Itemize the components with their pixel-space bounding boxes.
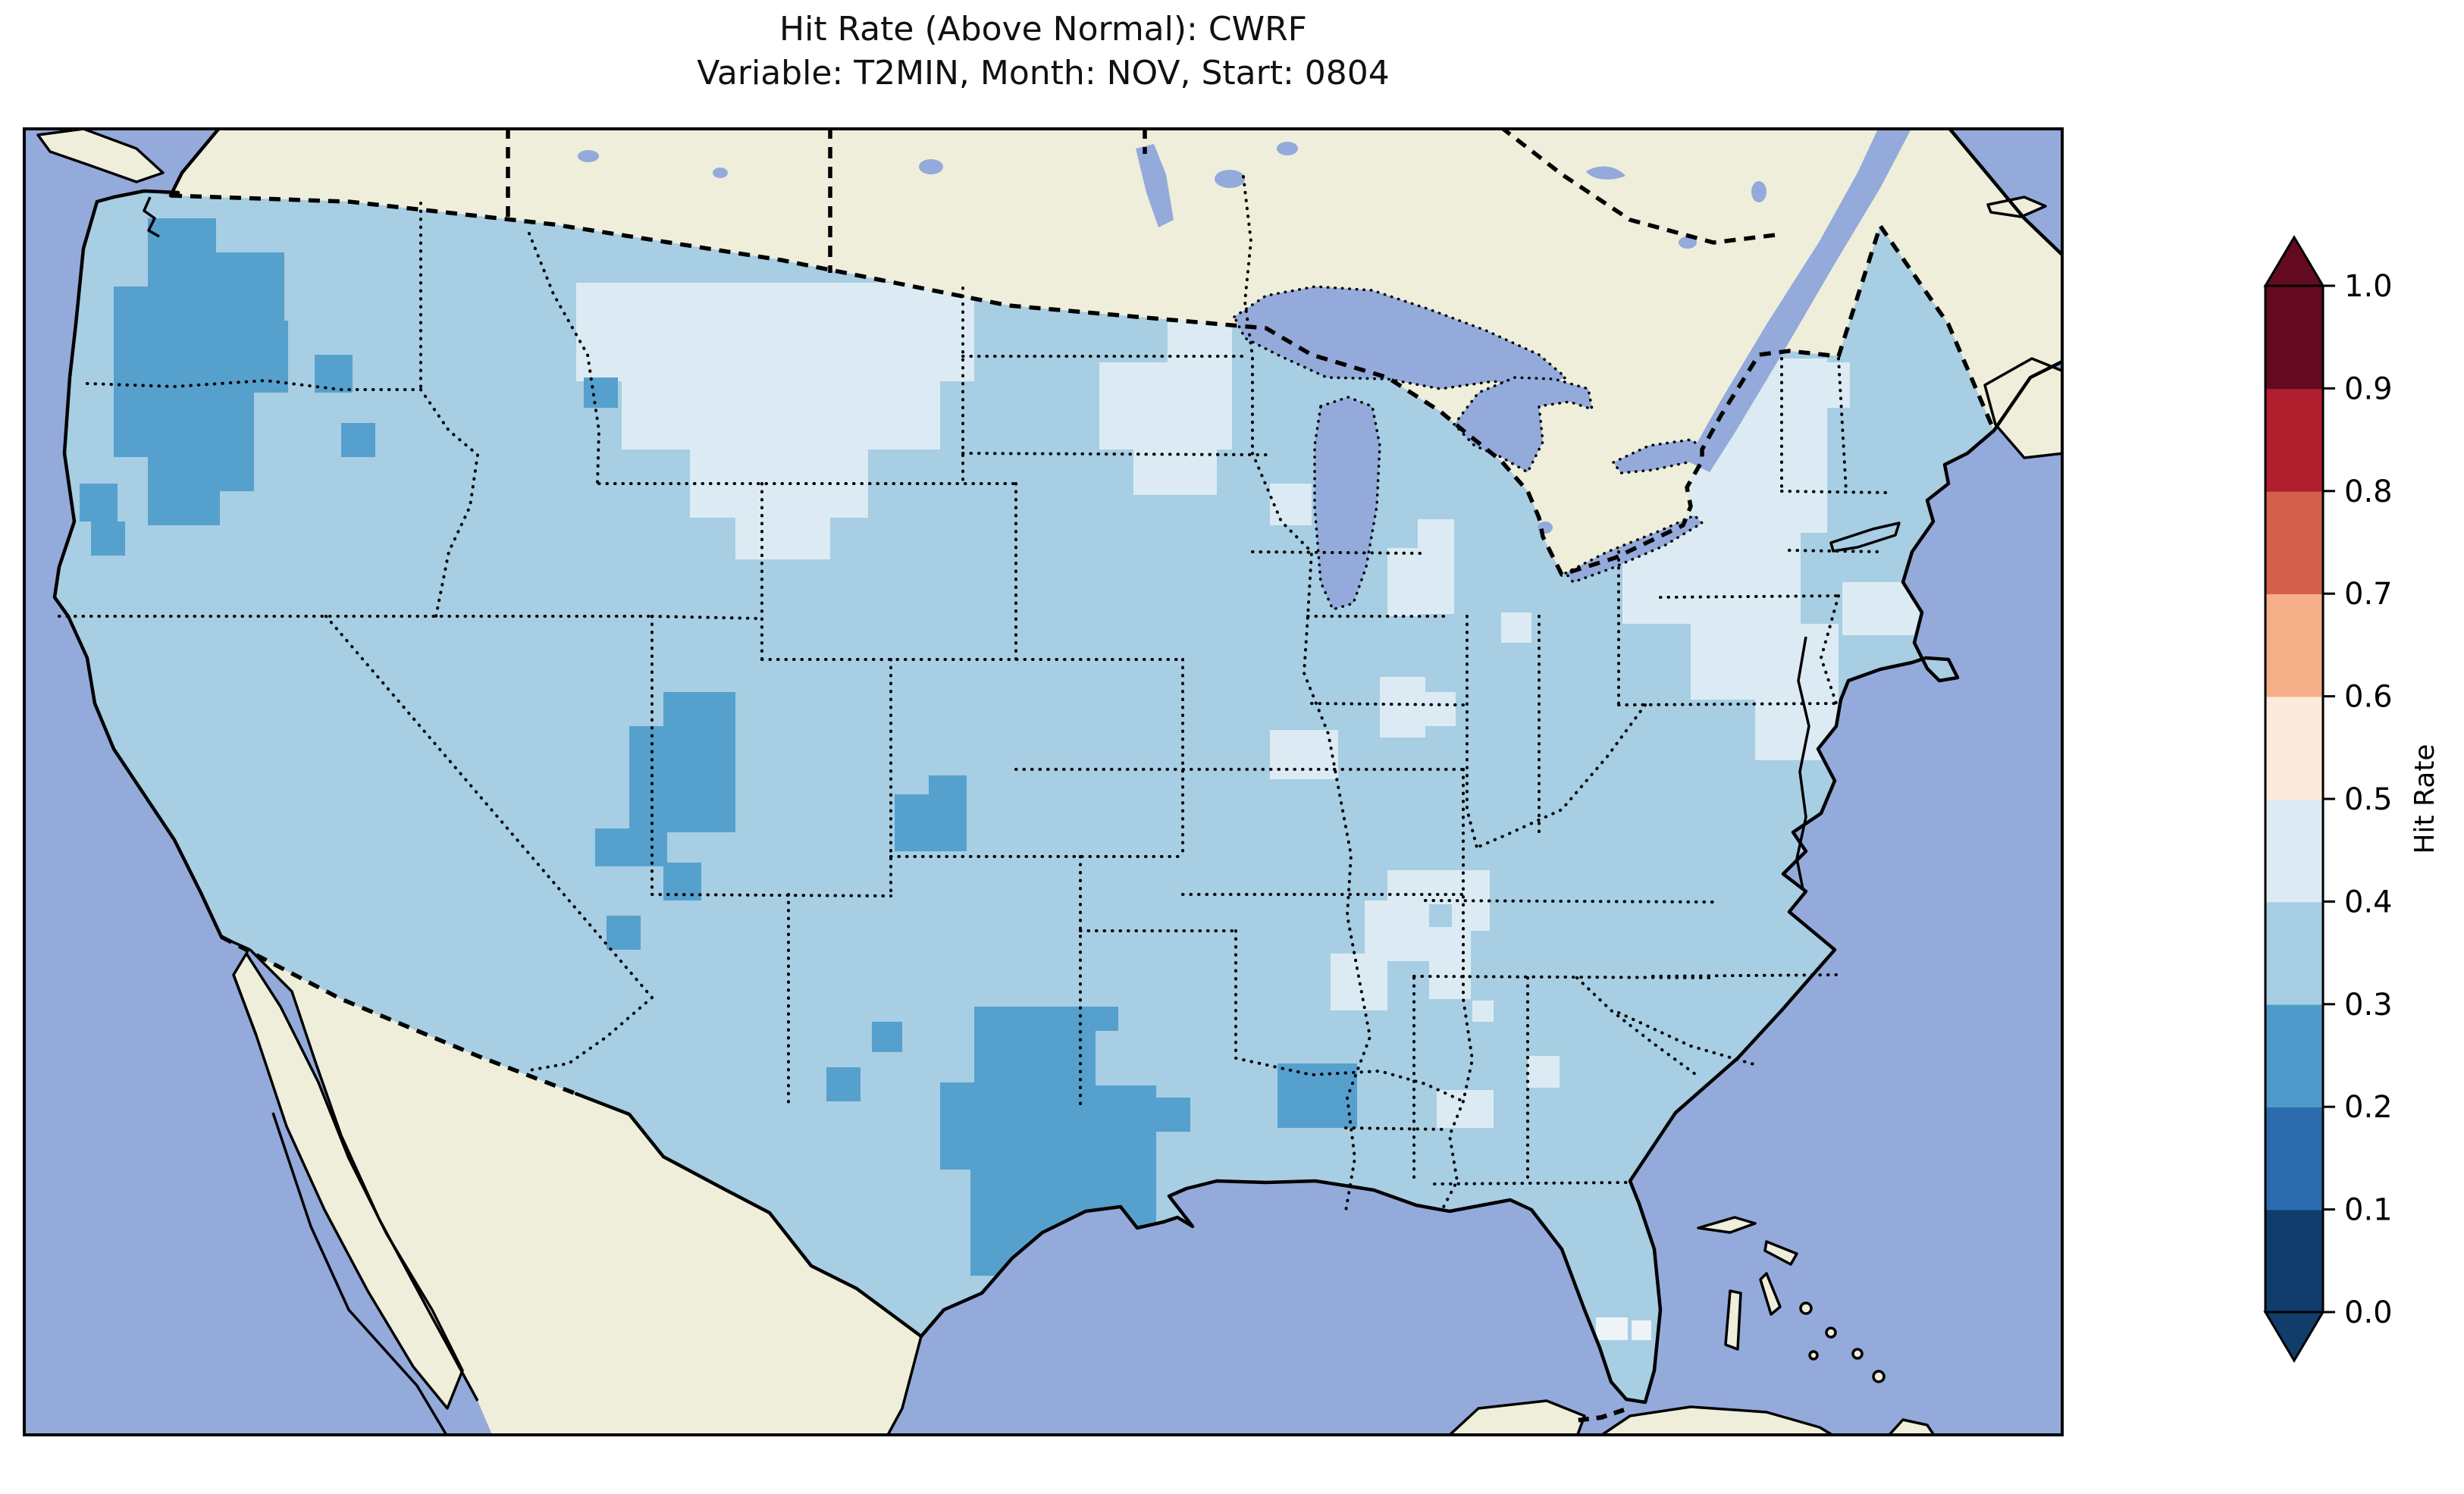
colorbar-segment [2265, 1107, 2323, 1211]
title-line-1: Hit Rate (Above Normal): CWRF [779, 10, 1307, 49]
bahamas-island [1697, 1216, 1757, 1234]
colorbar-segment [2265, 901, 2323, 1005]
state-borders [58, 175, 1891, 1214]
colorbar-tick-label: 0.6 [2344, 680, 2393, 715]
bahamas-cay [1799, 1301, 1813, 1315]
colorbar-segment [2265, 799, 2323, 903]
colorbar-segment [2265, 696, 2323, 800]
hispaniola [1886, 1418, 1936, 1436]
colorbar-segment [2265, 286, 2323, 390]
bahamas-cay [1808, 1350, 1819, 1361]
bahamas-cay [1825, 1326, 1837, 1339]
title-line-2: Variable: T2MIN, Month: NOV, Start: 0804 [697, 54, 1390, 93]
lake-ontario [1611, 438, 1707, 475]
canada-lake [1215, 170, 1245, 188]
baja-california [232, 952, 464, 1410]
plot-title: Hit Rate (Above Normal): CWRF Variable: … [23, 8, 2064, 96]
canada-lake [713, 168, 728, 178]
us-conus-fill [55, 191, 1994, 1402]
mexico-pacific-coast [221, 935, 449, 1436]
vancouver-island [36, 127, 165, 183]
canada-lake [1586, 166, 1625, 180]
colorbar-axis-label: Hit Rate [2409, 744, 2440, 853]
colorbar-segment [2265, 1209, 2323, 1313]
colorbar-tick-label: 0.5 [2344, 782, 2393, 817]
canada-lake [1751, 181, 1766, 202]
gulf-st-lawrence-coast [1946, 127, 2064, 258]
gulf-of-california-coast [249, 948, 479, 1402]
bahamas-cay [1872, 1370, 1886, 1383]
colorbar-segment [2265, 1004, 2323, 1107]
colorbar-extend-max-arrow [2263, 235, 2325, 287]
colorbar-tick-label: 1.0 [2344, 269, 2393, 304]
canada-lake [1679, 236, 1697, 249]
lake-winnipeg [1136, 144, 1174, 227]
andros-island [1724, 1289, 1742, 1351]
map-frame [23, 127, 2064, 1436]
canada-lake [1277, 142, 1298, 155]
canada-lakes [578, 127, 1912, 472]
colorbar-segment [2265, 388, 2323, 492]
hitrate-patches-0.5-0.6 [1596, 1317, 1651, 1340]
lake-michigan [1313, 396, 1381, 612]
colorbar-tick-label: 0.1 [2344, 1193, 2393, 1228]
bahamas-island [1763, 1240, 1798, 1266]
colorbar-segment [2265, 490, 2323, 594]
colorbar: 0.0 0.1 0.2 0.3 0.4 0.5 0.6 0.7 0.8 0.9 1.0 Hit Rat… [2263, 235, 2440, 1363]
canada-lake [578, 150, 599, 162]
colorbar-segment [2265, 594, 2323, 697]
puget-sound [143, 196, 160, 238]
bahamas-cay [1851, 1348, 1864, 1360]
texas-base-hole [1096, 1031, 1171, 1085]
cuba [1598, 1405, 1836, 1436]
florida-keys [1575, 1408, 1625, 1423]
yucatan [1447, 1399, 1586, 1436]
canada-lake [919, 159, 943, 174]
colorbar-tick-label: 0.4 [2344, 885, 2393, 919]
chesapeake-bay [1795, 636, 1810, 890]
canada-land [171, 127, 2064, 575]
colorbar-tick-label: 0.8 [2344, 475, 2393, 509]
mexico-land [221, 937, 921, 1436]
map-canvas [23, 127, 2064, 1436]
colorbar-tick-label: 0.7 [2344, 577, 2393, 612]
colorbar-tick-label: 0.2 [2344, 1090, 2393, 1125]
bay-of-fundy-coast [1992, 359, 2064, 433]
province-border [1500, 127, 1776, 245]
rio-grande [574, 1092, 923, 1339]
coastlines [52, 127, 2064, 1436]
caribbean-islands [1447, 1216, 1936, 1436]
us-canada-border [170, 193, 1996, 577]
bc-coast [168, 127, 222, 198]
colorbar-extend-min-arrow [2263, 1311, 2325, 1363]
mexico-gulf-coast [886, 1336, 923, 1436]
hitrate-patches-0.2-0.3 [80, 218, 1357, 1374]
st-lawrence-river [1687, 127, 1912, 472]
eleuthera-island [1759, 1272, 1782, 1316]
gulf-atlantic-coast [919, 428, 1996, 1405]
colorbar-tick-label: 0.0 [2344, 1295, 2393, 1330]
us-mexico-border [220, 935, 577, 1096]
nova-scotia [1983, 357, 2064, 459]
pacific-coast [52, 189, 224, 939]
long-island [1829, 521, 1901, 553]
international-borders [170, 127, 1996, 1096]
colorbar-tick-label: 0.3 [2344, 988, 2393, 1023]
colorbar-tick-label: 0.9 [2344, 371, 2393, 406]
